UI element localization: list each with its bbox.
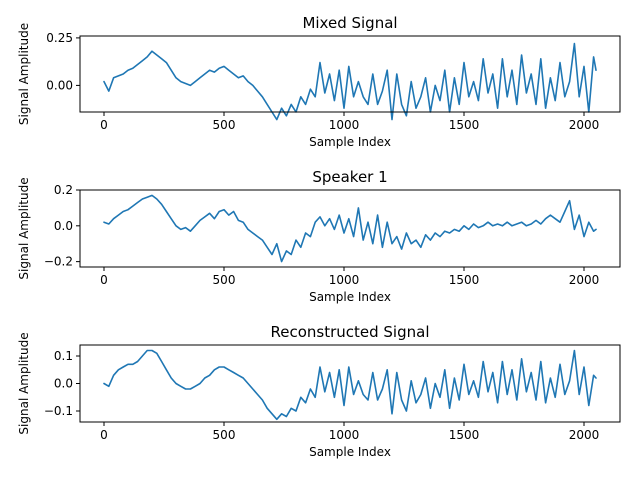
y-tick-label: 0.2 [54,183,73,197]
y-tick-label: 0.0 [54,377,73,391]
x-tick-label: 1500 [449,273,480,287]
y-axis-label: Signal Amplitude [17,332,31,434]
chart-title: Speaker 1 [312,168,387,186]
x-tick-label: 1500 [449,118,480,132]
x-tick-label: 0 [100,273,108,287]
y-tick-label: 0.0 [54,219,73,233]
series-line [103,194,597,263]
x-tick-label: 1000 [329,428,360,442]
x-tick-label: 1000 [329,118,360,132]
x-tick-label: 1000 [329,273,360,287]
chart-title: Mixed Signal [302,14,397,32]
x-tick-label: 500 [213,273,236,287]
x-tick-label: 0 [100,118,108,132]
x-tick-label: 2000 [569,118,600,132]
axes-frame [79,344,621,423]
series-line [103,42,597,121]
y-tick-label: 0.00 [46,78,73,92]
y-axis-label: Signal Amplitude [17,177,31,279]
y-axis-label: Signal Amplitude [17,23,31,125]
x-tick-label: 500 [213,428,236,442]
series-line [103,349,597,421]
x-tick-label: 0 [100,428,108,442]
axes-frame [79,35,621,113]
x-axis-label: Sample Index [309,290,391,304]
x-axis-label: Sample Index [309,445,391,459]
y-tick-label: −0.1 [44,404,73,418]
y-tick-label: 0.25 [46,31,73,45]
x-tick-label: 2000 [569,273,600,287]
chart-title: Reconstructed Signal [270,323,429,341]
y-tick-label: −0.2 [44,255,73,269]
y-tick-label: 0.1 [54,349,73,363]
x-tick-label: 500 [213,118,236,132]
axes-frame [79,189,621,268]
x-axis-label: Sample Index [309,135,391,149]
x-tick-label: 1500 [449,428,480,442]
chart-panel: 0 500 1000 1500 2000 0.00 0.25 Mixed Signal Samp… [17,14,621,149]
chart-panel: 0 500 1000 1500 2000 −0.1 0.0 0.1 Reconstructed … [17,323,621,459]
chart-panel: 0 500 1000 1500 2000 −0.2 0.0 0.2 Speaker 1 Sampl… [17,168,621,304]
x-tick-label: 2000 [569,428,600,442]
